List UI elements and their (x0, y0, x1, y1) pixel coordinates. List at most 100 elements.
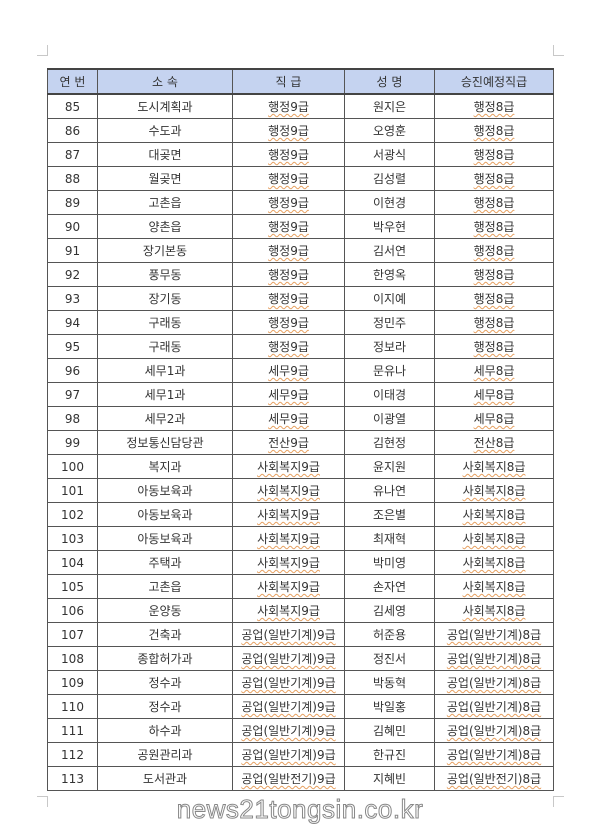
cell-grade-text: 행정9급 (268, 292, 309, 306)
cell-name-text: 김성렬 (372, 172, 407, 186)
cell-promoted-grade-text: 사회복지8급 (462, 484, 526, 498)
cell-promoted-grade-text: 세무8급 (473, 364, 515, 378)
cell-promoted-grade: 공업(일반기계)8급 (434, 742, 554, 767)
cell-number-text: 99 (64, 435, 81, 450)
cell-number: 108 (47, 646, 98, 671)
cell-department: 구래동 (97, 310, 233, 335)
cell-department-text: 정보통신담당관 (126, 436, 204, 450)
cell-number: 113 (47, 766, 98, 791)
cell-department-text: 고촌읍 (148, 580, 182, 594)
cell-grade-text: 공업(일반기계)9급 (241, 628, 336, 642)
cell-name-text: 한영옥 (372, 268, 407, 282)
cell-number-text: 85 (64, 99, 81, 114)
cell-promoted-grade: 행정8급 (434, 310, 554, 335)
cell-number: 105 (47, 574, 98, 599)
cell-name-text: 조은별 (372, 508, 407, 522)
cell-promoted-grade: 행정8급 (434, 142, 554, 167)
cell-name-text: 김혜민 (372, 724, 407, 738)
cell-department: 양촌읍 (97, 214, 233, 239)
cell-department: 풍무동 (97, 262, 233, 287)
cell-number: 92 (47, 262, 98, 287)
cell-grade: 행정9급 (232, 118, 345, 143)
cell-promoted-grade-text: 공업(일반기계)8급 (446, 700, 542, 714)
cell-name: 박우현 (344, 214, 435, 239)
cell-department: 하수과 (97, 718, 233, 743)
cell-name: 서광식 (344, 142, 435, 167)
cell-number-text: 95 (64, 339, 81, 354)
cell-name-text: 지혜빈 (372, 772, 407, 786)
cell-promoted-grade-text: 공업(일반기계)8급 (446, 676, 542, 690)
table-row: 98 세무2과 세무9급 이광열 세무8급 (47, 406, 554, 431)
cell-name-text: 김서연 (372, 244, 407, 258)
cell-promoted-grade-text: 세무8급 (473, 388, 515, 402)
cell-promoted-grade-text: 공업(일반기계)8급 (446, 652, 542, 666)
cell-department: 복지과 (97, 454, 233, 479)
cell-grade: 행정9급 (232, 334, 345, 359)
cell-grade: 행정9급 (232, 286, 345, 311)
cell-department-text: 도서관과 (142, 772, 188, 786)
cell-name-text: 오영훈 (372, 124, 407, 138)
cell-grade: 행정9급 (232, 93, 345, 119)
cell-grade-text: 공업(일반기계)9급 (241, 676, 336, 690)
cell-promoted-grade: 행정8급 (434, 334, 554, 359)
table-row: 86 수도과 행정9급 오영훈 행정8급 (47, 118, 554, 143)
cell-promoted-grade: 공업(일반기계)8급 (434, 646, 554, 671)
watermark: news21tongsin.co.kr (176, 794, 424, 825)
cell-number-text: 86 (64, 123, 81, 138)
cell-number: 106 (47, 598, 98, 623)
cell-department-text: 운양동 (148, 604, 182, 618)
cell-promoted-grade: 공업(일반기계)8급 (434, 670, 554, 695)
cell-promoted-grade-text: 행정8급 (473, 292, 515, 306)
cell-name-text: 정진서 (372, 652, 407, 666)
cell-department: 구래동 (97, 334, 233, 359)
table-row: 94 구래동 행정9급 정민주 행정8급 (47, 310, 554, 335)
cell-department-text: 정수과 (148, 676, 182, 690)
cell-department: 아동보육과 (97, 502, 233, 527)
cell-department-text: 아동보육과 (137, 532, 193, 546)
cell-promoted-grade: 공업(일반기계)8급 (434, 622, 554, 647)
cell-name-text: 한규진 (372, 748, 407, 762)
cell-department-text: 세무1과 (144, 364, 186, 378)
table-row: 107 건축과 공업(일반기계)9급 허준용 공업(일반기계)8급 (47, 622, 554, 647)
cell-name: 원지은 (344, 93, 435, 119)
cell-number-text: 92 (64, 267, 81, 282)
cell-number-text: 100 (61, 459, 84, 474)
cell-number-text: 91 (64, 243, 81, 258)
cell-promoted-grade-text: 행정8급 (473, 268, 515, 282)
cell-department: 장기동 (97, 286, 233, 311)
cell-grade: 행정9급 (232, 238, 345, 263)
cell-grade: 사회복지9급 (232, 550, 345, 575)
cell-name-text: 허준용 (372, 628, 407, 642)
cell-grade-text: 세무9급 (268, 388, 309, 402)
cell-number-text: 94 (64, 315, 81, 330)
table-row: 92 풍무동 행정9급 한영옥 행정8급 (47, 262, 554, 287)
table-row: 97 세무1과 세무9급 이태경 세무8급 (47, 382, 554, 407)
cell-grade: 행정9급 (232, 310, 345, 335)
cell-department-text: 장기동 (148, 292, 182, 306)
table-row: 100 복지과 사회복지9급 윤지원 사회복지8급 (47, 454, 554, 479)
cell-name-text: 정보라 (372, 340, 407, 354)
page-corner-mark (37, 45, 48, 56)
cell-grade: 행정9급 (232, 262, 345, 287)
cell-grade: 사회복지9급 (232, 454, 345, 479)
cell-name: 이지예 (344, 286, 435, 311)
cell-department: 도서관과 (97, 766, 233, 791)
cell-promoted-grade-text: 행정8급 (473, 316, 515, 330)
cell-name: 정민주 (344, 310, 435, 335)
cell-grade-text: 행정9급 (268, 124, 309, 138)
cell-promoted-grade: 사회복지8급 (434, 598, 554, 623)
cell-department: 아동보육과 (97, 526, 233, 551)
cell-number: 111 (47, 718, 98, 743)
cell-department-text: 공원관리과 (137, 748, 193, 762)
cell-grade-text: 사회복지9급 (257, 484, 320, 498)
cell-number: 88 (47, 166, 98, 191)
cell-grade-text: 공업(일반기계)9급 (241, 724, 336, 738)
cell-number: 93 (47, 286, 98, 311)
cell-grade: 공업(일반전기)9급 (232, 766, 345, 791)
cell-department-text: 하수과 (148, 724, 182, 738)
header-grade: 직 급 (232, 68, 345, 95)
table-row: 112 공원관리과 공업(일반기계)9급 한규진 공업(일반기계)8급 (47, 742, 554, 767)
cell-grade-text: 공업(일반전기)9급 (241, 772, 336, 786)
cell-promoted-grade-text: 사회복지8급 (462, 532, 526, 546)
table-row: 109 정수과 공업(일반기계)9급 박동혁 공업(일반기계)8급 (47, 670, 554, 695)
